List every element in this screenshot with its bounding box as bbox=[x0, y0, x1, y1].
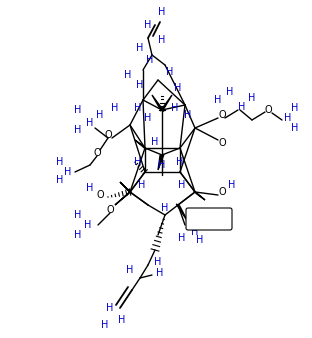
Text: H: H bbox=[74, 105, 82, 115]
Text: H: H bbox=[74, 125, 82, 135]
Text: H: H bbox=[144, 113, 152, 123]
Text: H: H bbox=[126, 265, 134, 275]
Text: H: H bbox=[184, 110, 192, 120]
Text: H: H bbox=[191, 227, 199, 237]
Text: H: H bbox=[248, 93, 256, 103]
Text: H: H bbox=[161, 203, 169, 213]
Text: H: H bbox=[226, 87, 234, 97]
Text: H: H bbox=[158, 35, 166, 45]
Polygon shape bbox=[135, 140, 146, 149]
Text: O: O bbox=[104, 130, 112, 140]
Text: H: H bbox=[111, 103, 119, 113]
Text: H: H bbox=[56, 157, 64, 167]
Text: H: H bbox=[136, 80, 144, 90]
Text: H: H bbox=[178, 180, 186, 190]
Text: O: O bbox=[96, 190, 104, 200]
Text: H: H bbox=[136, 43, 144, 53]
Text: H: H bbox=[134, 157, 142, 167]
Text: H: H bbox=[158, 160, 166, 170]
Polygon shape bbox=[158, 154, 164, 170]
Text: H: H bbox=[196, 235, 204, 245]
Text: H: H bbox=[86, 118, 94, 128]
Text: O: O bbox=[218, 187, 226, 197]
Text: H: H bbox=[74, 210, 82, 220]
Text: H: H bbox=[238, 102, 246, 112]
Text: H: H bbox=[158, 7, 166, 17]
Text: H: H bbox=[64, 167, 72, 177]
Text: H: H bbox=[101, 320, 109, 330]
Text: H: H bbox=[154, 257, 162, 267]
Text: H: H bbox=[74, 230, 82, 240]
Text: H: H bbox=[96, 110, 104, 120]
Polygon shape bbox=[160, 95, 172, 111]
Text: H: H bbox=[86, 183, 94, 193]
Polygon shape bbox=[176, 204, 188, 222]
Text: H: H bbox=[106, 303, 114, 313]
Text: H: H bbox=[84, 220, 92, 230]
FancyBboxPatch shape bbox=[186, 208, 232, 230]
Polygon shape bbox=[120, 182, 131, 193]
Text: H: H bbox=[156, 268, 164, 278]
Text: H: H bbox=[284, 113, 292, 123]
Text: H: H bbox=[118, 315, 126, 325]
Text: O: O bbox=[218, 138, 226, 148]
Text: H: H bbox=[171, 103, 179, 113]
Text: H: H bbox=[134, 103, 142, 113]
Text: H: H bbox=[214, 95, 222, 105]
Text: H: H bbox=[166, 67, 174, 77]
Polygon shape bbox=[152, 95, 164, 112]
Text: H: H bbox=[151, 137, 159, 147]
Text: H: H bbox=[138, 180, 146, 190]
Text: H: H bbox=[144, 20, 152, 30]
Text: O: O bbox=[93, 148, 101, 158]
Text: H: H bbox=[174, 83, 182, 93]
Text: H: H bbox=[176, 157, 184, 167]
Text: H: H bbox=[146, 55, 154, 65]
Text: H: H bbox=[291, 103, 299, 113]
Text: H: H bbox=[56, 175, 64, 185]
Text: O: O bbox=[264, 105, 272, 115]
Text: obs: obs bbox=[200, 215, 218, 223]
Text: O: O bbox=[218, 110, 226, 120]
Polygon shape bbox=[115, 190, 132, 205]
Polygon shape bbox=[194, 190, 205, 200]
Text: H: H bbox=[124, 70, 132, 80]
Text: H: H bbox=[178, 233, 186, 243]
Text: H: H bbox=[228, 180, 236, 190]
Text: O: O bbox=[106, 205, 114, 215]
Text: H: H bbox=[291, 123, 299, 133]
